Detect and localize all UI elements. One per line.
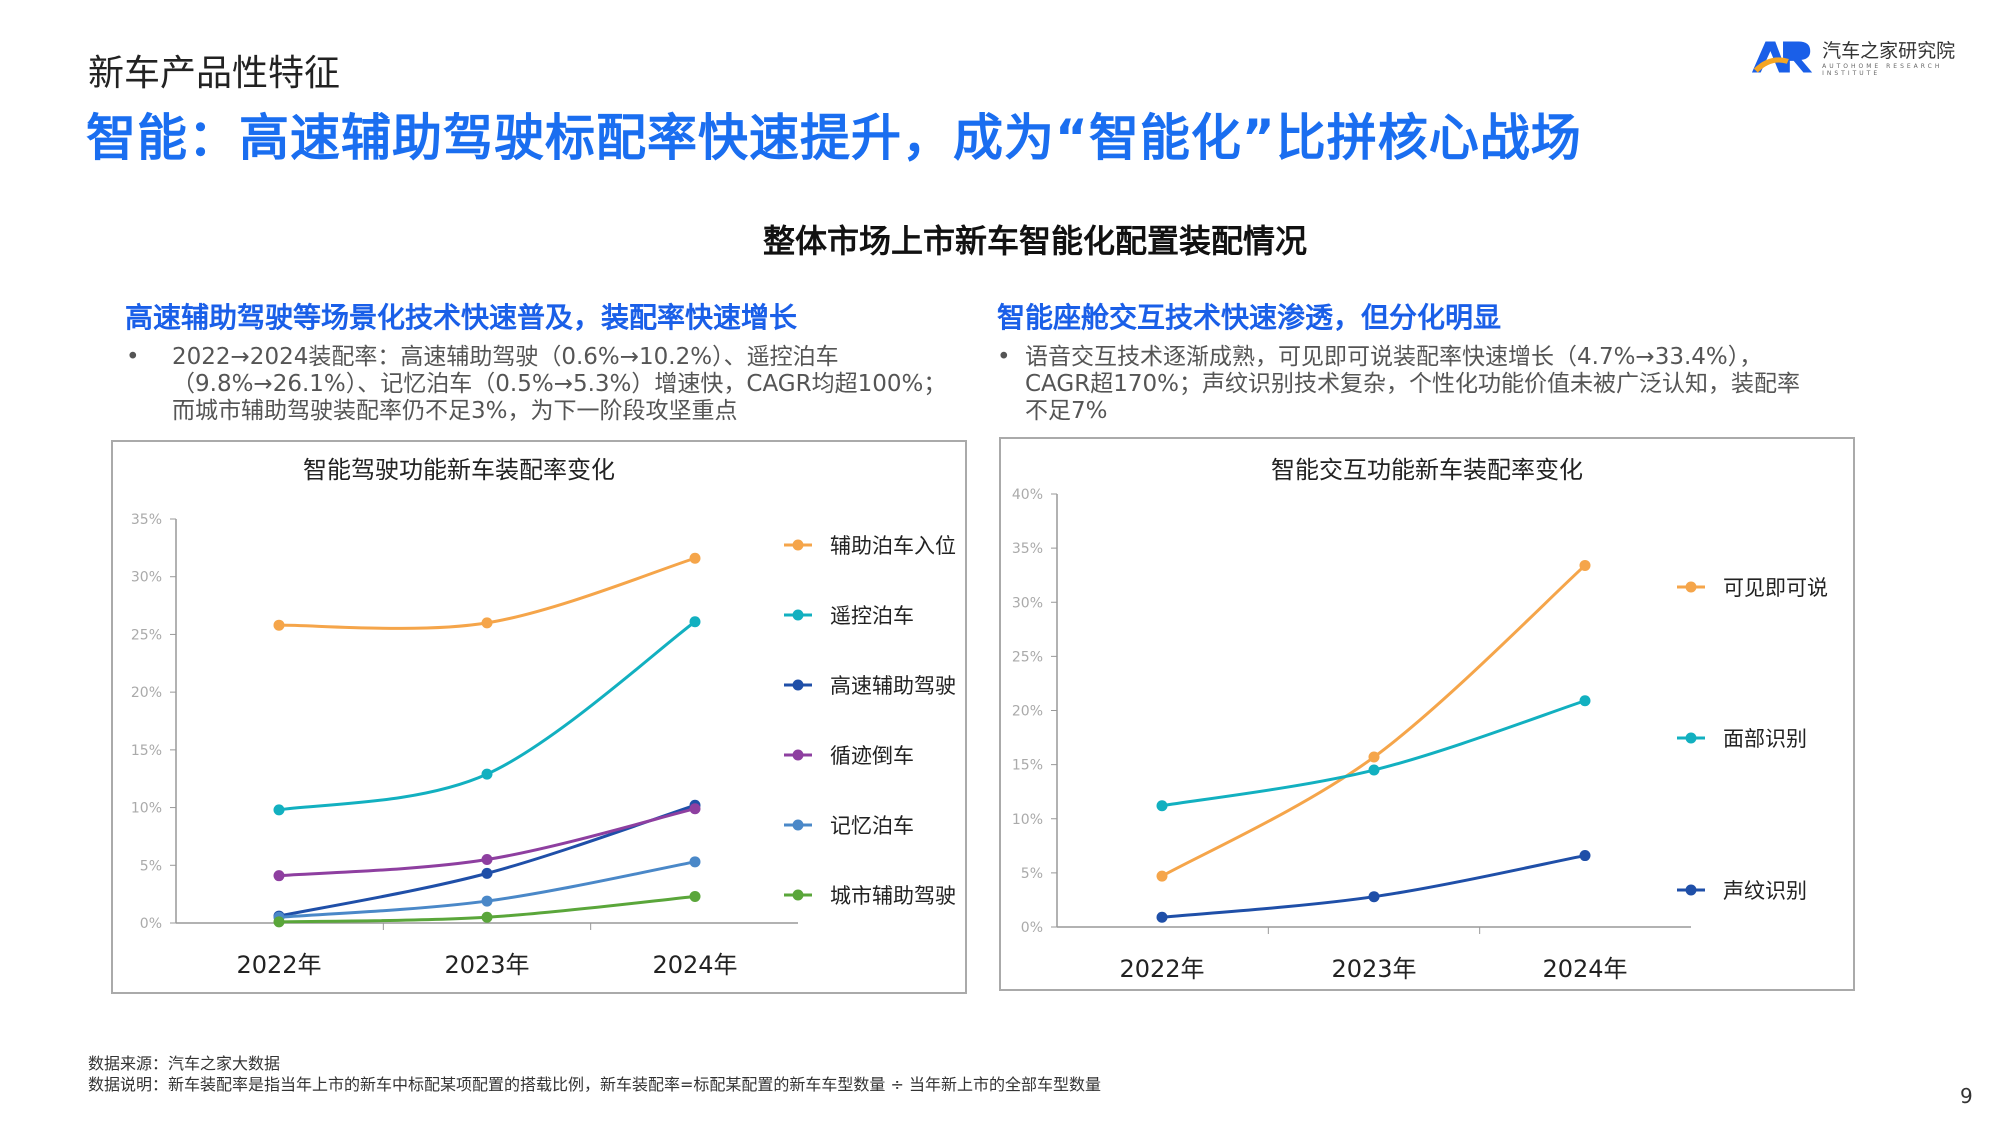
y-tick-label: 5%	[1021, 866, 1043, 882]
y-tick-label: 20%	[1012, 704, 1043, 720]
y-tick-label: 30%	[1012, 595, 1043, 611]
y-tick-label: 20%	[131, 685, 162, 701]
y-tick-label: 25%	[131, 627, 162, 643]
data-point	[1368, 751, 1380, 763]
x-tick-label: 2024年	[1542, 955, 1627, 983]
legend-label: 记忆泊车	[830, 814, 914, 838]
data-point	[481, 617, 493, 629]
data-point	[273, 804, 285, 816]
data-point	[689, 890, 701, 902]
logo-subtext: AUTOHOME RESEARCH INSTITUTE	[1822, 63, 1943, 77]
y-tick-label: 35%	[1012, 541, 1043, 557]
x-tick-label: 2022年	[1119, 955, 1204, 983]
data-point	[689, 856, 701, 868]
y-tick-label: 10%	[1012, 812, 1043, 828]
data-point	[1368, 764, 1380, 776]
legend-label: 循迹倒车	[830, 744, 914, 768]
chart-title: 智能交互功能新车装配率变化	[1271, 456, 1583, 484]
chart-title: 智能驾驶功能新车装配率变化	[303, 456, 615, 484]
chart-interaction: 智能交互功能新车装配率变化	[999, 437, 1855, 991]
data-point	[1156, 800, 1168, 812]
y-tick-label: 25%	[1012, 649, 1043, 665]
bullet-line: 不足7%	[1025, 398, 1108, 424]
bullet-line: （9.8%→26.1%）、记忆泊车（0.5%→5.3%）增速快，CAGR均超10…	[172, 371, 947, 397]
y-tick-label: 35%	[131, 512, 162, 528]
data-note: 数据说明：新车装配率是指当年上市的新车中标配某项配置的搭载比例，新车装配率=标配…	[88, 1075, 1101, 1094]
x-tick-label: 2022年	[236, 951, 321, 979]
data-point	[1579, 850, 1591, 862]
data-point	[273, 619, 285, 631]
data-point	[481, 895, 493, 907]
legend-marker	[792, 679, 804, 691]
y-tick-label: 5%	[140, 858, 162, 874]
x-tick-label: 2024年	[652, 951, 737, 979]
x-tick-label: 2023年	[444, 951, 529, 979]
legend-marker	[792, 749, 804, 761]
page-kicker: 新车产品性特征	[88, 53, 341, 94]
y-tick-label: 0%	[1021, 920, 1043, 936]
legend-marker	[792, 819, 804, 831]
legend-marker	[1685, 732, 1697, 744]
series-line	[1161, 564, 1587, 878]
legend-label: 可见即可说	[1723, 576, 1828, 600]
series-line	[1161, 854, 1586, 919]
data-source: 数据来源：汽车之家大数据	[88, 1054, 281, 1073]
data-point	[689, 552, 701, 564]
data-point	[481, 867, 493, 879]
legend-label: 高速辅助驾驶	[830, 674, 956, 698]
right-bullet: • 语音交互技术逐渐成熟，可见即可说装配率快速增长（4.7%→33.4%）， C…	[997, 344, 1800, 425]
bullet-line: CAGR超170%；声纹识别技术复杂，个性化功能价值未被广泛认知，装配率	[1025, 371, 1800, 397]
series-line	[278, 807, 696, 878]
data-point	[1156, 911, 1168, 923]
legend-marker	[792, 539, 804, 551]
page-title: 智能：高速辅助驾驶标配率快速提升，成为“智能化”比拼核心战场	[86, 109, 1582, 167]
data-point	[481, 854, 493, 866]
logo-text: 汽车之家研究院	[1822, 40, 1956, 62]
series-line	[278, 620, 696, 812]
data-point	[689, 616, 701, 628]
legend-label: 遥控泊车	[830, 604, 914, 628]
data-point	[273, 870, 285, 882]
y-tick-label: 15%	[1012, 758, 1043, 774]
footer: 数据来源：汽车之家大数据 数据说明：新车装配率是指当年上市的新车中标配某项配置的…	[88, 1053, 1101, 1095]
legend-label: 辅助泊车入位	[830, 534, 956, 558]
page-number: 9	[1960, 1084, 1973, 1108]
right-heading: 智能座舱交互技术快速渗透，但分化明显	[997, 301, 1502, 334]
data-point	[1368, 891, 1380, 903]
bullet-line: 语音交互技术逐渐成熟，可见即可说装配率快速增长（4.7%→33.4%），	[1025, 344, 1763, 370]
data-point	[481, 911, 493, 923]
data-point	[1579, 695, 1591, 707]
y-tick-label: 15%	[131, 743, 162, 759]
y-tick-label: 30%	[131, 570, 162, 586]
y-tick-label: 10%	[131, 801, 162, 817]
legend-marker	[1685, 581, 1697, 593]
data-point	[481, 768, 493, 780]
y-tick-label: 40%	[1012, 487, 1043, 503]
bullet-line: 而城市辅助驾驶装配率仍不足3%，为下一阶段攻坚重点	[172, 398, 738, 424]
data-point	[689, 803, 701, 815]
legend-marker	[1685, 884, 1697, 896]
logo: 汽车之家研究院 AUTOHOME RESEARCH INSTITUTE	[1750, 36, 2000, 77]
y-tick-label: 0%	[140, 916, 162, 932]
data-point	[1579, 559, 1591, 571]
legend-marker	[792, 609, 804, 621]
bullet-dot: •	[997, 344, 1011, 370]
data-point	[1156, 870, 1168, 882]
bullet-line: 2022→2024装配率：高速辅助驾驶（0.6%→10.2%）、遥控泊车	[172, 344, 839, 370]
legend-label: 声纹识别	[1723, 879, 1807, 903]
section-title: 整体市场上市新车智能化配置装配情况	[762, 222, 1307, 260]
data-point	[273, 916, 285, 928]
legend-label: 面部识别	[1723, 727, 1807, 751]
bullet-dot: •	[126, 344, 140, 370]
left-bullet: • 2022→2024装配率：高速辅助驾驶（0.6%→10.2%）、遥控泊车 （…	[126, 344, 947, 425]
x-tick-label: 2023年	[1331, 955, 1416, 983]
legend-marker	[792, 889, 804, 901]
left-heading: 高速辅助驾驶等场景化技术快速普及，装配率快速增长	[125, 301, 798, 334]
legend-label: 城市辅助驾驶	[830, 884, 956, 908]
chart-driving: 智能驾驶功能新车装配率变化	[111, 440, 967, 994]
logo-ar-icon	[1751, 40, 1813, 73]
